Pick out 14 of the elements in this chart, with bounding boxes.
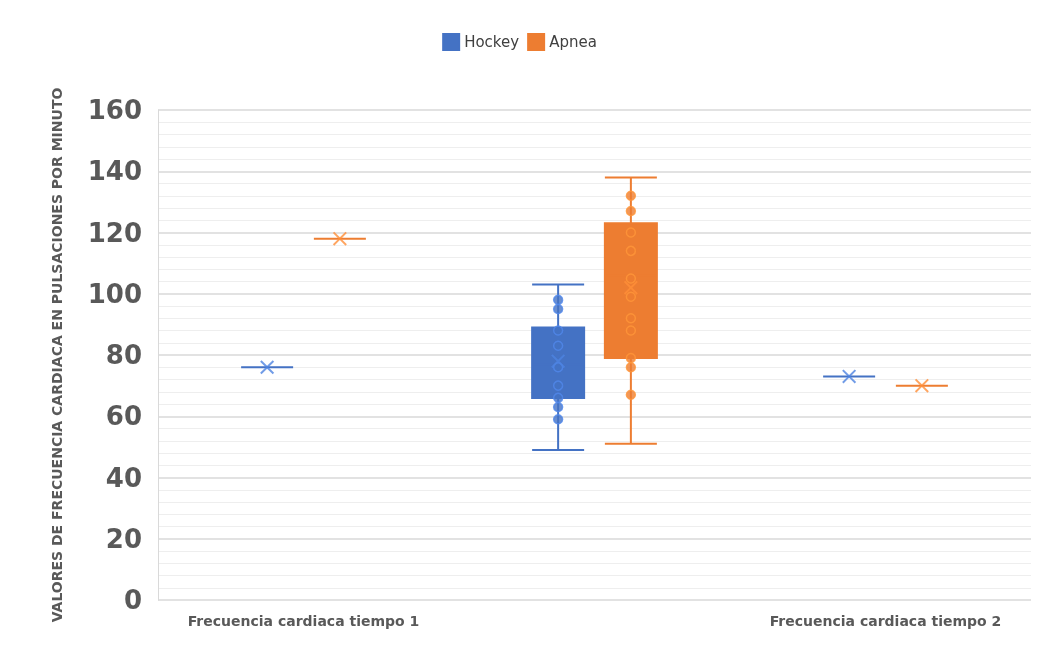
y-tick-label: 60	[105, 401, 142, 432]
y-axis-title: VALORES DE FRECUENCIA CARDIACA EN PULSACIONES POR MINUTO	[49, 87, 65, 623]
y-tick-label: 160	[87, 95, 142, 125]
y-tick-label: 140	[87, 156, 142, 187]
legend-label: Hockey	[464, 33, 520, 51]
x-tick-label: Frecuencia cardiaca tiempo 2	[769, 613, 1002, 629]
legend-label: Apnea	[549, 33, 597, 51]
y-tick-label: 80	[105, 340, 142, 370]
x-tick-label: Frecuencia cardiaca tiempo 1	[187, 613, 420, 629]
y-tick-label: 120	[87, 217, 142, 248]
y-tick-label: 100	[87, 278, 142, 309]
y-tick-label: 40	[105, 462, 142, 493]
y-tick-label: 20	[105, 523, 142, 554]
y-tick-label: 0	[123, 585, 142, 615]
